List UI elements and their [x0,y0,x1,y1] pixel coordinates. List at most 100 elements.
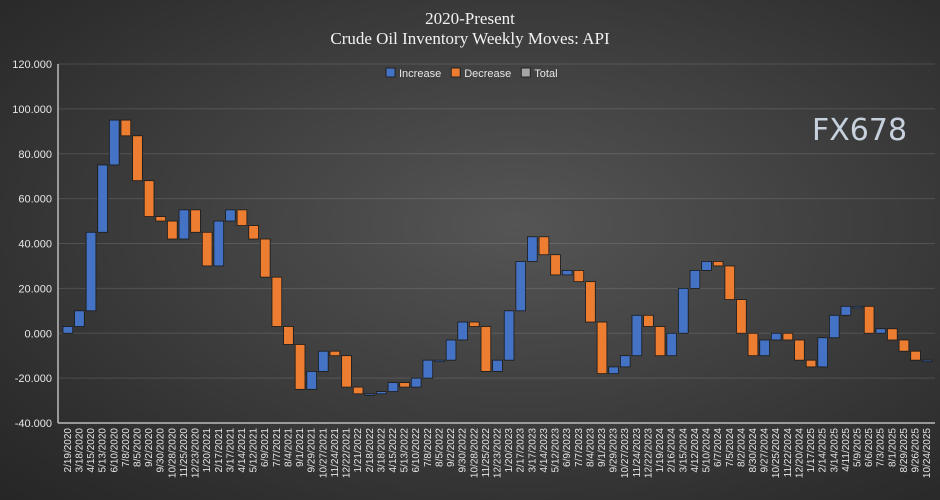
x-tick-label: 10/25/2024 [771,428,782,478]
x-tick-label: 10/24/2025 [922,428,933,478]
waterfall-bar [225,209,236,222]
x-tick-label: 1/20/2021 [202,428,213,473]
waterfall-bar [817,337,828,368]
waterfall-bar [573,270,585,283]
x-tick-label: 11/24/2021 [330,428,341,478]
x-tick-label: 11/25/2022 [481,428,492,478]
watermark-logo: FX678 [812,113,907,148]
waterfall-bar [585,281,596,323]
x-tick-label: 6/9/2023 [562,428,573,467]
legend: Increase Decrease Total [385,67,558,80]
waterfall-bar [74,310,85,327]
x-tick-label: 12/20/2024 [794,428,805,478]
waterfall-bar [770,332,782,341]
x-tick-label: 2/19/2020 [63,428,74,473]
waterfall-bar [410,377,422,388]
x-tick-label: 6/6/2025 [864,428,875,467]
waterfall-bar [445,339,457,361]
x-tick-label: 7/8/2020 [121,428,132,467]
x-tick-label: 9/29/2021 [307,428,318,473]
waterfall-bar [399,382,410,388]
waterfall-bar [829,314,840,339]
waterfall-bar [318,350,329,372]
waterfall-bar [538,236,550,256]
waterfall-bar [643,314,654,327]
x-tick-label: 7/3/2025 [876,428,887,467]
waterfall-bar [712,261,724,267]
waterfall-bar [631,314,643,357]
waterfall-bar [178,209,190,240]
y-tick-label: 120.000 [12,59,52,71]
waterfall-bar [97,164,108,233]
x-tick-label: 3/17/2023 [527,428,538,473]
waterfall-bar [422,359,434,379]
waterfall-bar [724,265,736,300]
waterfall-bar [468,321,480,327]
legend-label: Increase [399,68,441,80]
waterfall-bar [527,236,538,262]
x-tick-label: 1/20/2023 [504,428,515,473]
waterfall-bar [921,359,933,363]
x-tick-label: 7/7/2021 [272,428,283,467]
x-tick-label: 5/9/2025 [853,428,864,467]
x-tick-label: 2/16/2024 [667,428,678,473]
legend-label: Total [534,68,557,80]
waterfall-bar [503,310,515,361]
y-tick-label: 80.000 [18,149,52,161]
x-tick-label: 12/23/2022 [493,428,504,478]
x-tick-label: 4/12/2024 [690,428,701,473]
waterfall-bar [898,339,910,352]
x-tick-label: 3/18/2020 [74,428,85,473]
x-tick-label: 4/15/2022 [388,428,399,473]
waterfall-bar [352,386,364,395]
x-tick-label: 5/13/2022 [400,428,411,473]
y-tick-label: -20.000 [15,373,52,385]
waterfall-bar [155,216,166,222]
x-tick-label: 3/15/2024 [678,428,689,473]
x-tick-label: 1/21/2022 [353,428,364,473]
x-tick-label: 12/23/2020 [191,428,202,478]
y-tick-label: 0.000 [24,328,52,340]
x-tick-label: 9/30/2020 [156,428,167,473]
x-tick-label: 9/27/2024 [760,428,771,473]
x-tick-label: 5/13/2020 [98,428,109,473]
waterfall-bar [167,220,178,240]
x-tick-label: 1/19/2024 [655,428,666,473]
x-tick-label: 1/17/2025 [806,428,817,473]
waterfall-bar [561,270,573,276]
waterfall-bar [689,270,701,289]
waterfall-bar [306,370,317,390]
waterfall-bar [259,238,271,278]
x-tick-label: 12/22/2023 [643,428,654,478]
x-tick-label: 4/11/2025 [841,428,852,472]
x-tick-label: 4/14/2023 [539,428,550,473]
x-tick-label: 8/5/2022 [434,428,445,467]
waterfall-bar [376,391,387,395]
x-tick-label: 6/10/2022 [411,428,422,473]
waterfall-bar [747,332,759,357]
x-tick-label: 2/18/2022 [365,428,376,473]
waterfall-bar [701,261,712,271]
waterfall-bar [550,254,561,276]
waterfall-bar [805,359,817,368]
y-tick-label: -40.000 [15,418,52,430]
waterfall-bar [271,276,283,327]
waterfall-bar [654,326,666,357]
legend-label: Decrease [464,68,511,80]
x-tick-label: 9/29/2023 [609,428,620,473]
waterfall-bar [190,209,201,233]
x-tick-label: 7/7/2023 [574,428,585,467]
x-tick-label: 9/1/2023 [597,428,608,467]
waterfall-bar [596,321,608,375]
x-tick-label: 5/10/2024 [702,428,713,473]
y-tick-label: 60.000 [18,194,52,206]
x-tick-label: 11/25/2020 [179,428,190,478]
x-tick-label: 11/24/2023 [632,428,643,478]
x-tick-label: 6/7/2024 [713,428,724,467]
waterfall-bar [132,135,143,182]
legend-swatch-increase [385,67,396,78]
y-tick-label: 100.000 [12,104,52,116]
x-tick-label: 8/4/2021 [283,428,294,467]
x-tick-label: 6/9/2021 [260,428,271,467]
x-tick-label: 8/2/2024 [736,428,747,467]
